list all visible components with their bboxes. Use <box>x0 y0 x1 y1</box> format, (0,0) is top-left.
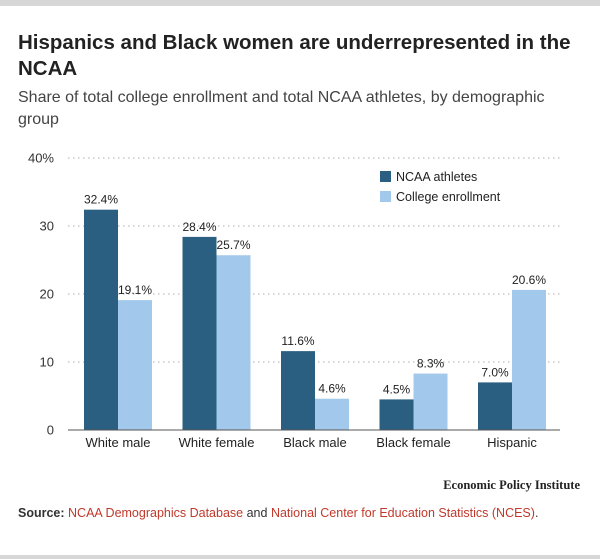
source-note: Source: NCAA Demographics Database and N… <box>18 506 588 520</box>
legend-label: College enrollment <box>396 190 501 204</box>
source-label: Source: <box>18 506 65 520</box>
data-label: 4.5% <box>383 382 411 396</box>
legend-swatch-ncaa <box>380 171 391 182</box>
legend-swatch-enrollment <box>380 191 391 202</box>
source-link-nces[interactable]: National Center for Education Statistics… <box>270 506 535 520</box>
y-tick-label: 0 <box>47 423 54 438</box>
bar-college-enrollment <box>315 398 349 430</box>
legend-label: NCAA athletes <box>396 170 477 184</box>
data-label: 11.6% <box>281 334 314 348</box>
x-category-label: Black female <box>376 435 450 450</box>
data-label: 4.6% <box>318 382 346 396</box>
bar-ncaa-athletes <box>182 236 217 430</box>
data-label: 28.4% <box>182 220 216 234</box>
top-rule <box>0 0 600 6</box>
y-tick-label: 20 <box>40 287 54 302</box>
bar-ncaa-athletes <box>478 382 512 430</box>
chart-subtitle: Share of total college enrollment and to… <box>18 89 545 128</box>
source-link-ncaa[interactable]: NCAA Demographics Database <box>68 506 244 520</box>
source-end: . <box>534 506 539 520</box>
bar-ncaa-athletes <box>281 351 315 430</box>
source-and: and <box>243 506 271 520</box>
y-tick-label: 40% <box>28 151 54 166</box>
bar-chart: 0 10 20 30 40% 32.4% 19.1% White male 28.4%25.7%… <box>28 151 560 450</box>
bar-college-enrollment <box>512 289 546 430</box>
y-tick-label: 30 <box>40 219 54 234</box>
chart-title: Hispanics and Black women are underrepre… <box>18 31 571 80</box>
data-label: 32.4% <box>84 193 118 207</box>
bar-college-enrollment <box>216 255 251 430</box>
data-label: 8.3% <box>417 357 445 371</box>
brand-logo-text: Economic Policy Institute <box>443 478 580 492</box>
bottom-rule <box>0 555 600 559</box>
x-category-label: Hispanic <box>487 435 537 450</box>
bar-college-enrollment <box>118 300 152 430</box>
x-category-label: Black male <box>283 435 347 450</box>
data-label: 7.0% <box>481 365 509 379</box>
y-tick-label: 10 <box>40 355 54 370</box>
x-category-label: White male <box>85 435 150 450</box>
bar-college-enrollment <box>413 373 448 430</box>
data-label: 20.6% <box>512 273 546 287</box>
bar-ncaa-athletes <box>379 399 414 430</box>
x-category-label: White female <box>179 435 255 450</box>
data-label: 19.1% <box>118 283 152 297</box>
data-label: 25.7% <box>216 238 250 252</box>
bar-ncaa-athletes <box>84 209 118 430</box>
